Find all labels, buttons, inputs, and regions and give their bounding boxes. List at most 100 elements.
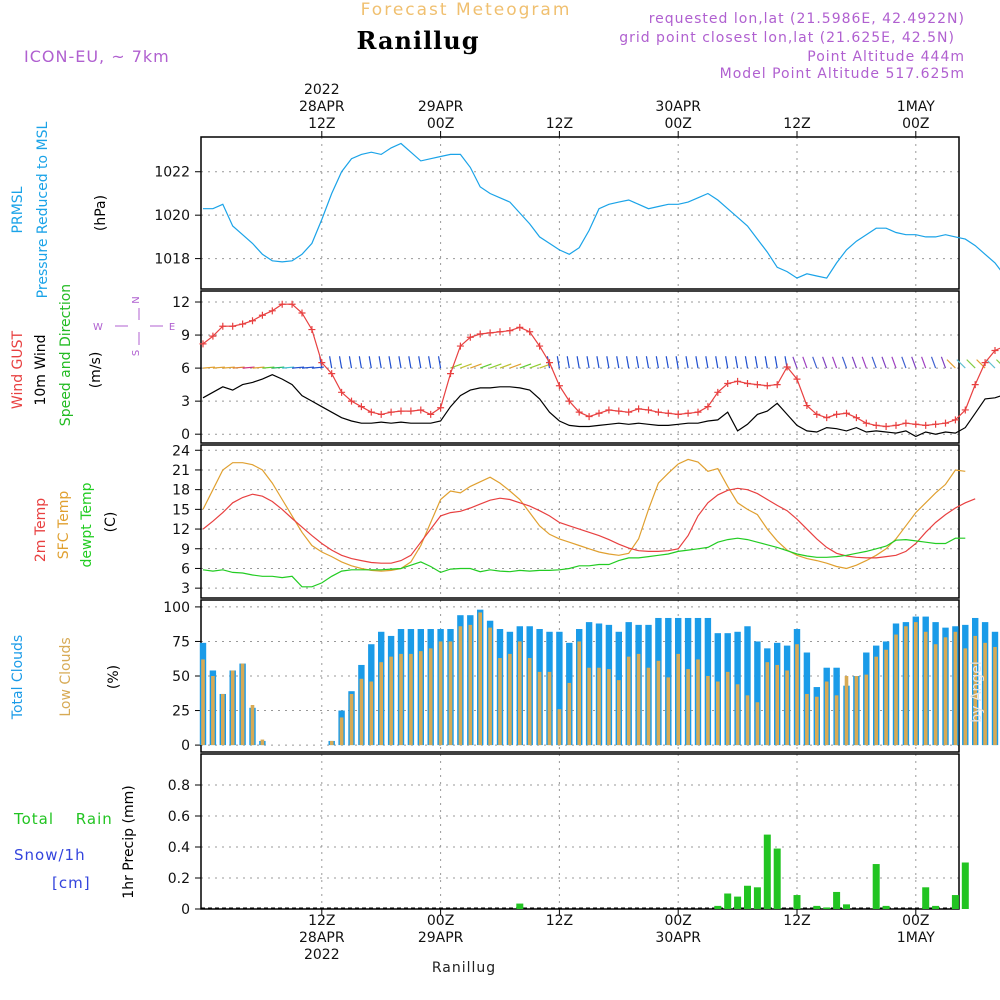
wind-gust-marker <box>437 404 445 412</box>
wind-direction-arrow <box>871 356 877 369</box>
low-cloud-bar <box>933 644 938 746</box>
rain-bar <box>763 834 771 909</box>
pressure-label-prmsl: PRMSL <box>10 186 26 233</box>
wind-direction-arrow <box>695 356 699 369</box>
wind-gust-marker <box>783 363 791 371</box>
wind-gust-marker <box>575 408 583 416</box>
bottom-time-label: 30APR <box>655 930 701 946</box>
low-cloud-bar <box>755 702 760 746</box>
wind-gust-marker <box>645 406 652 414</box>
wind-gust-marker <box>278 300 286 308</box>
low-cloud-bar <box>359 678 364 746</box>
wind-direction-arrow <box>861 356 867 369</box>
wind-direction-arrow <box>576 356 580 369</box>
temperature-labels: 2m Temp SFC Temp dewpt Temp (C) <box>33 482 119 567</box>
y-tick-label: 3 <box>181 581 190 597</box>
wind-direction-arrow <box>715 356 719 369</box>
wind-direction-arrow <box>966 359 976 369</box>
low-cloud-bar <box>676 653 680 746</box>
pressure-unit: (hPa) <box>93 195 109 231</box>
wind-direction-arrow <box>744 356 749 369</box>
low-cloud-bar <box>854 676 859 746</box>
low-cloud-bar <box>577 641 581 746</box>
top-time-label: 00Z <box>427 116 454 132</box>
y-tick-label: 12 <box>172 295 190 311</box>
low-cloud-bar <box>349 693 354 746</box>
wind-gust-marker <box>813 410 821 418</box>
wind-gust-marker <box>268 307 276 315</box>
low-cloud-bar <box>498 658 502 746</box>
low-cloud-bar <box>201 659 205 746</box>
temp-label-2m: 2m Temp <box>33 498 49 562</box>
y-tick-label: 25 <box>172 704 190 720</box>
low-cloud-bar <box>973 635 977 746</box>
y-tick-label: 1018 <box>154 252 190 268</box>
wind-gust-marker <box>981 359 989 367</box>
low-cloud-bar <box>815 696 819 746</box>
wind-gust-marker <box>338 388 346 396</box>
low-cloud-bar <box>211 676 215 746</box>
wind-gust-marker <box>397 407 405 415</box>
wind-direction-arrow <box>635 356 640 369</box>
y-tick-label: 18 <box>172 483 190 499</box>
wind-gust-marker <box>773 381 781 389</box>
low-cloud-bar <box>953 631 958 746</box>
watermark: by Angel <box>969 661 985 722</box>
wind-gust-marker <box>872 421 880 429</box>
low-cloud-bar <box>943 637 948 746</box>
wind-gust-marker <box>991 346 999 354</box>
wind-gust-marker <box>892 421 900 429</box>
wind-gust-marker <box>843 409 850 417</box>
total-cloud-bar <box>744 626 751 746</box>
wind-gust-marker <box>734 377 742 385</box>
wind-panel: 0 3 6 9 12 <box>172 290 1000 444</box>
wind-direction-arrow <box>222 366 235 369</box>
wind-direction-arrow <box>212 366 225 369</box>
temp-2m-line <box>202 487 976 564</box>
compass-s: S <box>131 350 142 356</box>
rain-bar <box>932 905 940 909</box>
wind-gust-marker <box>635 405 643 413</box>
wind-gust-marker <box>932 420 940 428</box>
wind-direction-arrow <box>398 356 402 369</box>
wind-gust-marker <box>348 397 355 405</box>
y-tick-label: 0.8 <box>168 778 190 794</box>
low-cloud-bar <box>834 695 839 746</box>
low-cloud-bar <box>458 626 463 746</box>
rain-bar <box>744 885 751 909</box>
top-time-label: 2022 <box>304 82 340 98</box>
precip-labels: Total Rain Snow/1h [cm] 1hr Precip (mm) <box>13 785 137 898</box>
model-altitude: Model Point Altitude 517.625m <box>720 66 965 82</box>
low-cloud-bar <box>597 667 601 746</box>
wind-direction-arrow <box>489 363 502 369</box>
wind-direction-arrow <box>665 356 669 369</box>
wind-gust-marker <box>763 382 771 390</box>
y-tick-label: 100 <box>163 600 190 616</box>
wind-gust-marker <box>744 380 751 388</box>
low-cloud-bar <box>735 684 740 746</box>
top-time-label: 00Z <box>664 116 691 132</box>
panel-frame <box>200 444 960 599</box>
low-cloud-bar <box>923 631 928 746</box>
low-cloud-bar <box>666 677 671 746</box>
wind-direction-arrow <box>792 356 798 369</box>
rain-bar <box>773 848 781 909</box>
bottom-time-label: 00Z <box>427 913 454 929</box>
wind-gust-marker <box>654 408 662 416</box>
wind-direction-arrow <box>616 356 620 369</box>
subtitle: Forecast Meteogram <box>361 0 572 20</box>
top-time-label: 12Z <box>308 116 335 132</box>
wind-direction-arrow <box>754 356 758 369</box>
wind-gust-marker <box>793 375 801 383</box>
low-cloud-bar <box>547 671 552 746</box>
wind-direction-arrow <box>921 356 927 369</box>
wind-direction-arrow <box>734 356 739 369</box>
low-cloud-bar <box>636 653 641 746</box>
requested-coords: requested lon,lat (21.5986E, 42.4922N) <box>649 11 965 27</box>
wind-direction-arrow <box>556 356 560 369</box>
wind-direction-arrow <box>774 356 778 369</box>
temp-unit: (C) <box>103 512 119 533</box>
